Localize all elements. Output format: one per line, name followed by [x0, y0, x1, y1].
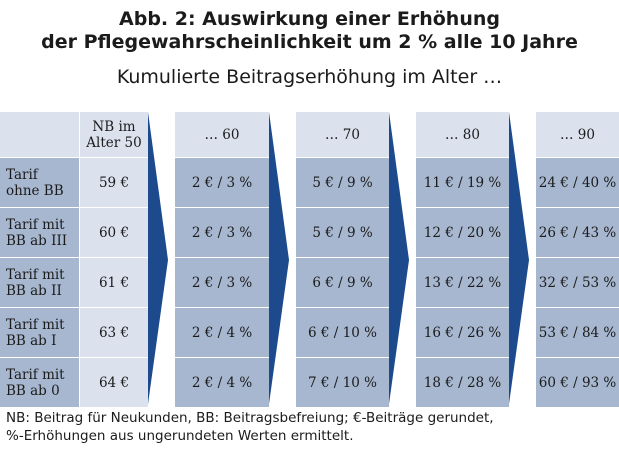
row-label-cell: Tarif mit BB ab III: [0, 208, 79, 257]
increase-value-cell: 11 € / 19 %: [416, 158, 509, 207]
header-nb-cell-line: Alter 50: [86, 134, 142, 151]
increase-value-cell: 5 € / 9 %: [296, 208, 389, 257]
nb-value-cell: 63 €: [80, 308, 148, 357]
row-label-cell-line: Tarif mit: [6, 266, 65, 283]
nb-value-cell: 61 €: [80, 258, 148, 307]
increase-value-cell: 60 € / 93 %: [536, 358, 619, 407]
header-age-cell: … 90: [536, 112, 619, 157]
increase-value-cell: 13 € / 22 %: [416, 258, 509, 307]
increase-value-cell: 26 € / 43 %: [536, 208, 619, 257]
header-age-cell: … 80: [416, 112, 509, 157]
increase-value-cell: 2 € / 3 %: [175, 158, 269, 207]
nb-value-cell: 59 €: [80, 158, 148, 207]
row-label-cell: Tarif mit BB ab II: [0, 258, 79, 307]
row-label-cell-text: Tarif mit BB ab III: [6, 217, 67, 249]
header-age-cell: … 60: [175, 112, 269, 157]
arrow-right-icon: [509, 112, 529, 404]
increase-value-cell: 32 € / 53 %: [536, 258, 619, 307]
increase-value-cell: 16 € / 26 %: [416, 308, 509, 357]
increase-value-cell: 5 € / 9 %: [296, 158, 389, 207]
increase-value-cell: 18 € / 28 %: [416, 358, 509, 407]
footnote-line-2: %-Erhöhungen aus ungerundeten Werten erm…: [6, 428, 354, 444]
increase-value-cell: 6 € / 10 %: [296, 308, 389, 357]
row-label-cell-text: Tarif ohne BB: [6, 167, 64, 199]
header-corner-cell: [0, 112, 79, 157]
row-label-cell-line: BB ab II: [6, 282, 62, 299]
nb-value-cell: 60 €: [80, 208, 148, 257]
row-label-cell-line: Tarif mit: [6, 366, 65, 383]
increase-value-cell: 2 € / 4 %: [175, 308, 269, 357]
increase-value-cell: 24 € / 40 %: [536, 158, 619, 207]
row-label-cell: Tarif mit BB ab I: [0, 308, 79, 357]
row-label-cell-line: Tarif mit: [6, 316, 65, 333]
nb-value-cell: 64 €: [80, 358, 148, 407]
increase-value-cell: 12 € / 20 %: [416, 208, 509, 257]
row-label-cell-line: BB ab III: [6, 232, 68, 249]
row-label-cell-line: Tarif: [6, 166, 38, 183]
header-nb-cell-text: NB im Alter 50: [86, 119, 141, 151]
row-label-cell-line: Tarif mit: [6, 216, 65, 233]
figure-subtitle: Kumulierte Beitragserhöhung im Alter …: [116, 66, 503, 88]
arrow-right-icon: [148, 112, 168, 404]
header-nb-cell-line: NB im: [92, 118, 136, 135]
header-nb-cell: NB im Alter 50: [80, 112, 148, 157]
row-label-cell: Tarif ohne BB: [0, 158, 79, 207]
figure-title-line-2: der Pflegewahrscheinlichkeit um 2 % alle…: [41, 31, 578, 53]
arrow-right-icon: [389, 112, 409, 404]
row-label-cell-text: Tarif mit BB ab II: [6, 267, 65, 299]
arrow-right-icon: [269, 112, 289, 404]
increase-value-cell: 2 € / 3 %: [175, 208, 269, 257]
row-label-cell-line: ohne BB: [6, 182, 64, 199]
row-label-cell-text: Tarif mit BB ab 0: [6, 367, 65, 399]
increase-value-cell: 2 € / 3 %: [175, 258, 269, 307]
header-age-cell: … 70: [296, 112, 389, 157]
increase-value-cell: 7 € / 10 %: [296, 358, 389, 407]
footnote: NB: Beitrag für Neukunden, BB: Beitragsb…: [6, 409, 618, 445]
increase-value-cell: 2 € / 4 %: [175, 358, 269, 407]
figure-title-line-1: Abb. 2: Auswirkung einer Erhöhung: [119, 8, 500, 30]
footnote-line-1: NB: Beitrag für Neukunden, BB: Beitragsb…: [6, 410, 494, 426]
row-label-cell-line: BB ab I: [6, 332, 57, 349]
increase-value-cell: 53 € / 84 %: [536, 308, 619, 357]
row-label-cell: Tarif mit BB ab 0: [0, 358, 79, 407]
row-label-cell-line: BB ab 0: [6, 382, 60, 399]
row-label-cell-text: Tarif mit BB ab I: [6, 317, 65, 349]
increase-value-cell: 6 € / 9 %: [296, 258, 389, 307]
